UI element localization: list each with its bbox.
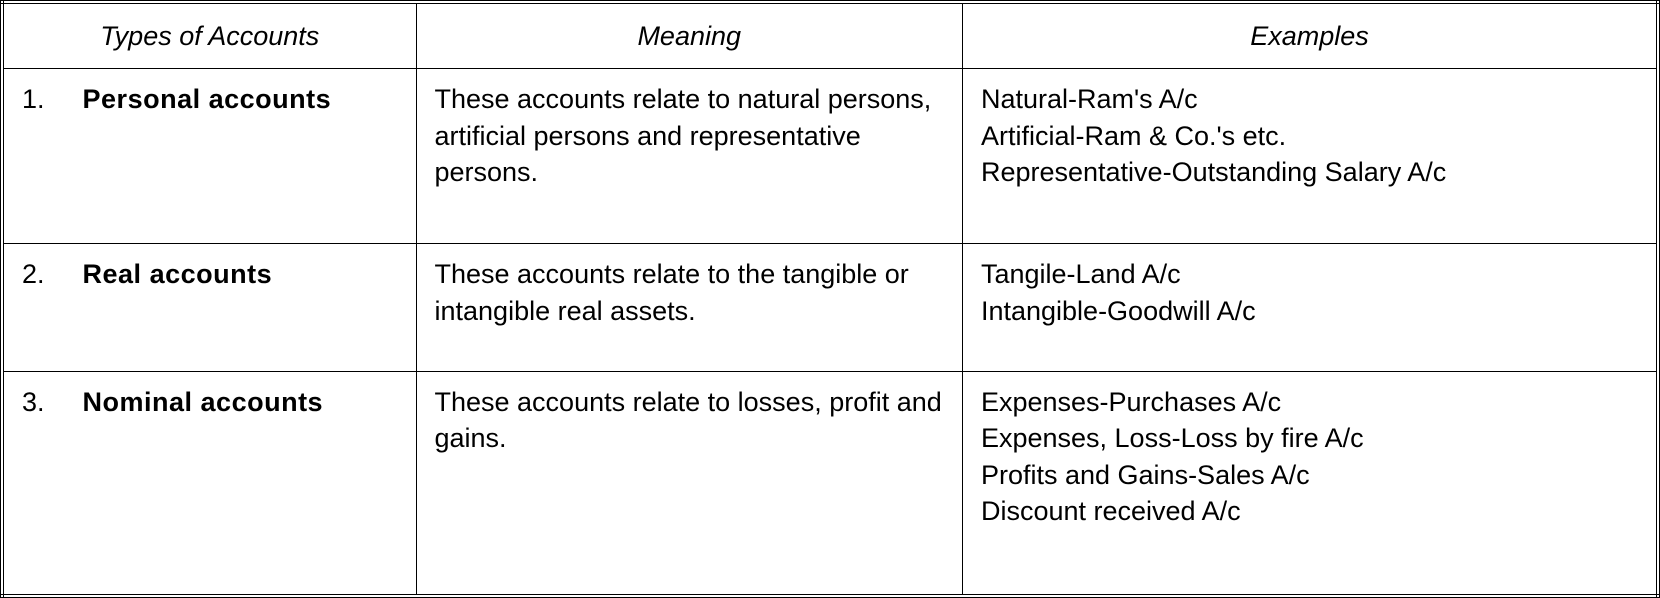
table-row: 1. Personal accounts These accounts rela… bbox=[2, 69, 1658, 244]
row-number: 1. bbox=[22, 81, 45, 117]
cell-type: 3. Nominal accounts bbox=[2, 372, 416, 596]
accounts-types-table-wrapper: Types of Accounts Meaning Examples 1. Pe… bbox=[0, 0, 1660, 598]
account-type-name: Personal accounts bbox=[83, 81, 332, 117]
table-row: 3. Nominal accounts These accounts relat… bbox=[2, 372, 1658, 596]
type-cell-inner: 1. Personal accounts bbox=[22, 81, 398, 117]
table-header: Types of Accounts Meaning Examples bbox=[2, 2, 1658, 69]
cell-meaning: These accounts relate to the tangible or… bbox=[416, 244, 962, 372]
cell-examples: Expenses-Purchases A/c Expenses, Loss-Lo… bbox=[962, 372, 1658, 596]
table-header-row: Types of Accounts Meaning Examples bbox=[2, 2, 1658, 69]
row-number: 3. bbox=[22, 384, 45, 420]
accounts-types-table: Types of Accounts Meaning Examples 1. Pe… bbox=[0, 0, 1660, 598]
type-cell-inner: 3. Nominal accounts bbox=[22, 384, 398, 420]
cell-examples: Tangile-Land A/c Intangible-Goodwill A/c bbox=[962, 244, 1658, 372]
cell-examples: Natural-Ram's A/c Artificial-Ram & Co.'s… bbox=[962, 69, 1658, 244]
col-header-meaning: Meaning bbox=[416, 2, 962, 69]
type-cell-inner: 2. Real accounts bbox=[22, 256, 398, 292]
cell-meaning: These accounts relate to losses, profit … bbox=[416, 372, 962, 596]
cell-type: 1. Personal accounts bbox=[2, 69, 416, 244]
table-body: 1. Personal accounts These accounts rela… bbox=[2, 69, 1658, 596]
cell-meaning: These accounts relate to natural persons… bbox=[416, 69, 962, 244]
account-type-name: Nominal accounts bbox=[83, 384, 324, 420]
cell-type: 2. Real accounts bbox=[2, 244, 416, 372]
table-row: 2. Real accounts These accounts relate t… bbox=[2, 244, 1658, 372]
account-type-name: Real accounts bbox=[83, 256, 273, 292]
col-header-examples: Examples bbox=[962, 2, 1658, 69]
col-header-types: Types of Accounts bbox=[2, 2, 416, 69]
row-number: 2. bbox=[22, 256, 45, 292]
